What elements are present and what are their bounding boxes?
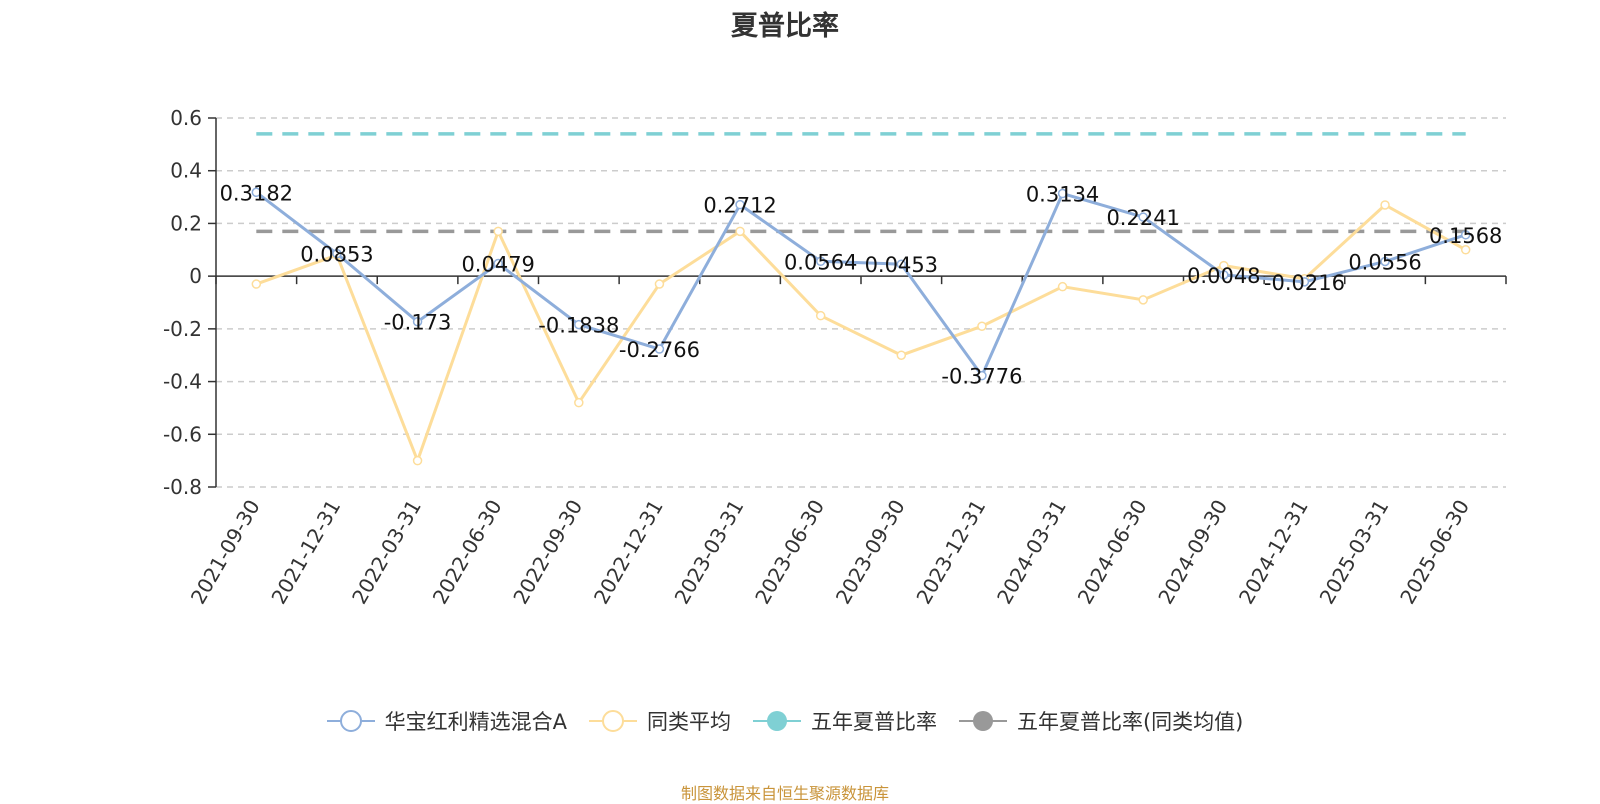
x-tick-label: 2024-12-31 [1234, 496, 1313, 609]
x-tick-label: 2021-09-30 [186, 496, 265, 609]
data-point [1057, 188, 1068, 199]
x-tick-label: 2024-09-30 [1153, 496, 1232, 609]
data-point [1299, 277, 1310, 287]
source-note: 制图数据来自恒生聚源数据库 [680, 784, 889, 803]
data-point [1380, 200, 1390, 210]
legend-item[interactable]: 五年夏普比率 [752, 706, 937, 736]
data-point [977, 370, 987, 381]
data-point [1219, 260, 1229, 271]
data-point [1138, 212, 1148, 222]
x-tick-label: 2022-12-31 [589, 496, 668, 609]
series-line [255, 191, 1467, 379]
legend-label: 五年夏普比率(同类均值) [1016, 710, 1244, 734]
legend-label: 五年夏普比率 [810, 710, 937, 734]
data-point [332, 248, 342, 259]
x-tick-label: 2023-06-30 [750, 496, 829, 609]
chart-title: 夏普比率 [731, 11, 839, 42]
x-tick-label: 2022-06-30 [428, 496, 507, 609]
data-point [735, 199, 745, 210]
y-tick-label: -0.6 [163, 422, 202, 446]
data-point [815, 310, 826, 321]
data-point [493, 226, 503, 237]
data-label: 0.0853 [300, 243, 373, 267]
data-point [977, 321, 987, 331]
data-point [412, 316, 423, 327]
legend-item[interactable]: 同类平均 [588, 706, 731, 736]
legend-item[interactable]: 五年夏普比率(同类均值) [958, 706, 1244, 736]
y-tick-label: 0 [189, 264, 202, 288]
data-point [654, 344, 665, 354]
data-point [1460, 245, 1471, 255]
x-tick-label: 2025-03-31 [1314, 496, 1393, 609]
legend-marker-icon [588, 710, 637, 732]
x-tick-label: 2021-12-31 [266, 496, 345, 609]
data-point [1219, 270, 1229, 280]
legend: 华宝红利精选混合A 同类平均 五年夏普比率 五年夏普比率(同类均值) [0, 706, 1570, 736]
x-tick-label: 2023-03-31 [669, 496, 748, 609]
legend-marker-icon [326, 710, 375, 732]
legend-label: 华宝红利精选混合A [384, 710, 567, 734]
data-point [896, 259, 907, 269]
data-label: -0.173 [384, 311, 452, 335]
data-point [251, 279, 262, 289]
data-point [1380, 256, 1390, 267]
data-label: 0.2241 [1106, 206, 1179, 230]
data-label: 0.0564 [784, 250, 857, 274]
data-label: 0.3134 [1026, 183, 1099, 207]
data-point [896, 350, 907, 360]
x-tick-label: 2024-03-31 [992, 496, 1071, 609]
data-point [1460, 230, 1471, 240]
data-label: 0.0556 [1348, 250, 1421, 274]
legend-marker-icon [958, 711, 1007, 731]
y-tick-label: 0.2 [170, 211, 202, 235]
data-point [251, 187, 262, 198]
data-label: -0.2766 [619, 338, 700, 362]
x-tick-label: 2025-06-30 [1395, 496, 1474, 609]
data-point [654, 279, 665, 289]
data-label: 0.2712 [703, 194, 776, 218]
data-point [735, 226, 745, 237]
data-label: 0.0048 [1187, 264, 1260, 288]
x-tick-label: 2023-09-30 [831, 496, 910, 609]
data-label: -0.1838 [538, 314, 619, 338]
data-label: -0.0216 [1264, 271, 1345, 295]
data-label: 0.0453 [865, 253, 938, 277]
data-point [574, 319, 584, 330]
x-tick-label: 2022-09-30 [508, 496, 587, 609]
data-point [1057, 281, 1068, 292]
series-line [255, 203, 1467, 465]
y-tick-label: 0.6 [170, 106, 202, 130]
data-point [1138, 295, 1148, 305]
data-label: 0.1568 [1429, 224, 1502, 248]
data-label: 0.0479 [461, 253, 534, 277]
data-point [493, 258, 503, 269]
data-point [412, 455, 423, 466]
x-tick-label: 2024-06-30 [1073, 496, 1152, 609]
y-tick-label: 0.4 [170, 159, 202, 183]
data-point [815, 256, 826, 267]
data-label: -0.3776 [941, 365, 1022, 389]
legend-label: 同类平均 [646, 710, 731, 734]
data-point [574, 397, 584, 408]
y-tick-label: -0.2 [163, 317, 202, 341]
x-tick-label: 2023-12-31 [911, 496, 990, 609]
y-tick-label: -0.4 [163, 370, 202, 394]
x-tick-label: 2022-03-31 [347, 496, 426, 609]
legend-item[interactable]: 华宝红利精选混合A [326, 706, 567, 736]
y-tick-label: -0.8 [163, 475, 202, 499]
data-label: 0.3182 [220, 181, 293, 205]
legend-marker-icon [752, 711, 801, 731]
